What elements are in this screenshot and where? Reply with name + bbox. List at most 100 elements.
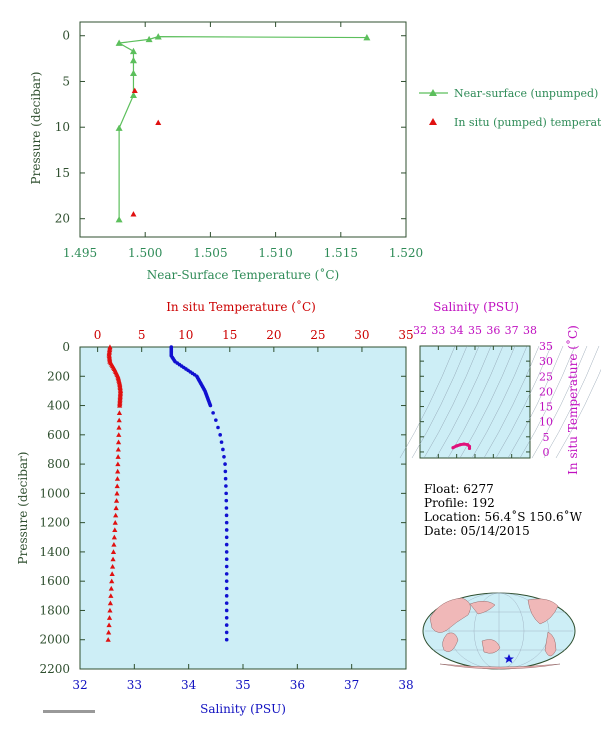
salinity-axis-label: Salinity (PSU): [200, 702, 286, 716]
pressure-tick-label: 1000: [39, 486, 70, 500]
ts-y-tick-label: 30: [539, 355, 553, 368]
ts-x-tick-label: 38: [523, 324, 537, 337]
salinity-point: [224, 637, 229, 642]
temperature-point: [109, 578, 115, 584]
profile-y-axis-label: Pressure (decibar): [16, 452, 30, 565]
pumped-temperature-point: [131, 87, 138, 94]
unpumped-temperature-point: [129, 69, 137, 77]
salinity-point: [224, 601, 229, 605]
salinity-point: [224, 615, 229, 620]
salinity-point: [224, 484, 228, 488]
ts-point: [458, 443, 462, 447]
temperature-point: [108, 593, 114, 598]
temperature-point: [115, 454, 121, 459]
ts-point: [455, 444, 459, 448]
unpumped-temperature-point: [129, 47, 137, 55]
density-contour: [435, 345, 492, 459]
ts-x-tick-label: 36: [486, 324, 500, 337]
salinity-tick-label: 36: [290, 678, 305, 692]
pressure-tick-label: 0: [62, 340, 70, 354]
salinity-point: [224, 623, 229, 627]
unpumped-temperature-point: [363, 34, 371, 41]
temperature-point: [115, 446, 121, 452]
y-tick-label: 5: [62, 74, 70, 88]
pumped-temperature-point: [130, 211, 137, 217]
salinity-point: [224, 528, 229, 532]
pressure-tick-label: 1600: [39, 574, 70, 588]
float-id: Float: 6277: [424, 482, 494, 496]
salinity-point: [224, 513, 229, 518]
salinity-tick-label: 37: [344, 678, 359, 692]
temperature-tick-label: 20: [266, 328, 281, 342]
temperature-point: [108, 585, 114, 591]
pressure-tick-label: 2000: [39, 633, 70, 647]
pressure-tick-label: 800: [47, 457, 70, 471]
profile-plot-area: [79, 346, 407, 670]
temperature-point: [117, 402, 123, 408]
temperature-point: [110, 549, 117, 554]
pressure-tick-label: 1200: [39, 516, 70, 530]
density-contour: [471, 345, 528, 459]
salinity-point: [224, 520, 229, 525]
temperature-point: [112, 520, 118, 525]
ts-point: [462, 442, 466, 446]
unpumped-temperature-point: [154, 33, 162, 40]
x-tick-label: 1.510: [258, 246, 292, 260]
temperature-tick-label: 10: [178, 328, 193, 342]
ts-y-tick-label: 5: [543, 431, 550, 444]
salinity-point: [222, 454, 226, 459]
unpumped-temperature-point: [129, 56, 137, 64]
y-tick-label: 10: [55, 120, 70, 134]
density-contour: [483, 345, 540, 459]
salinity-point: [224, 630, 229, 635]
temperature-point: [115, 468, 121, 474]
salinity-point: [224, 506, 229, 510]
salinity-point: [224, 491, 228, 496]
density-contour: [519, 345, 576, 459]
profile-date: Date: 05/14/2015: [424, 524, 530, 538]
unpumped-temperature-line: [117, 36, 367, 220]
ts-diagram: 32 33 34 35 36 37 38 0 5 10 15 20 25 30 35 Salinity (P…: [399, 300, 601, 475]
unpumped-temperature-point: [145, 35, 153, 43]
salinity-tick-label: 35: [235, 678, 250, 692]
temperature-point: [116, 432, 122, 437]
temperature-tick-label: 25: [310, 328, 325, 342]
salinity-point: [224, 586, 229, 591]
salinity-point: [219, 440, 224, 444]
ts-point: [451, 446, 455, 450]
ts-x-tick-label: 34: [450, 324, 464, 337]
density-contour: [399, 345, 456, 459]
temperature-point: [112, 527, 118, 533]
unpumped-temperature-point: [129, 91, 137, 98]
temperature-point: [106, 615, 113, 620]
temperature-point: [107, 607, 113, 613]
ts-y-axis-label: In situ Temperature (˚C): [565, 325, 580, 475]
temperature-tick-label: 30: [354, 328, 369, 342]
x-tick-label: 1.520: [389, 246, 423, 260]
salinity-point: [211, 411, 215, 415]
legend-marker-unpumped: [429, 89, 437, 96]
density-contour: [555, 369, 601, 459]
ts-x-tick-label: 32: [413, 324, 427, 337]
pumped-temperature-point: [155, 119, 162, 126]
legend-marker-pumped: [429, 118, 437, 125]
ts-y-tick-label: 10: [539, 416, 553, 429]
pressure-tick-label: 400: [47, 399, 70, 413]
float-position-star: [504, 654, 514, 663]
temperature-point: [109, 571, 115, 576]
footer-stamp: [43, 710, 95, 713]
x-tick-label: 1.515: [324, 246, 358, 260]
salinity-tick-label: 38: [398, 678, 413, 692]
temperature-point: [116, 410, 123, 415]
map-land: [429, 597, 561, 670]
salinity-point: [224, 535, 229, 540]
legend-label-pumped: In situ (pumped) temperature.: [454, 116, 601, 129]
salinity-point: [224, 542, 229, 547]
ts-x-axis-label: Salinity (PSU): [433, 300, 519, 314]
x-tick-label: 1.495: [63, 246, 97, 260]
density-contour: [423, 345, 480, 459]
ts-plot-area: [419, 345, 531, 459]
profile-number: Profile: 192: [424, 496, 495, 510]
near-surface-plot-area: [79, 21, 407, 238]
